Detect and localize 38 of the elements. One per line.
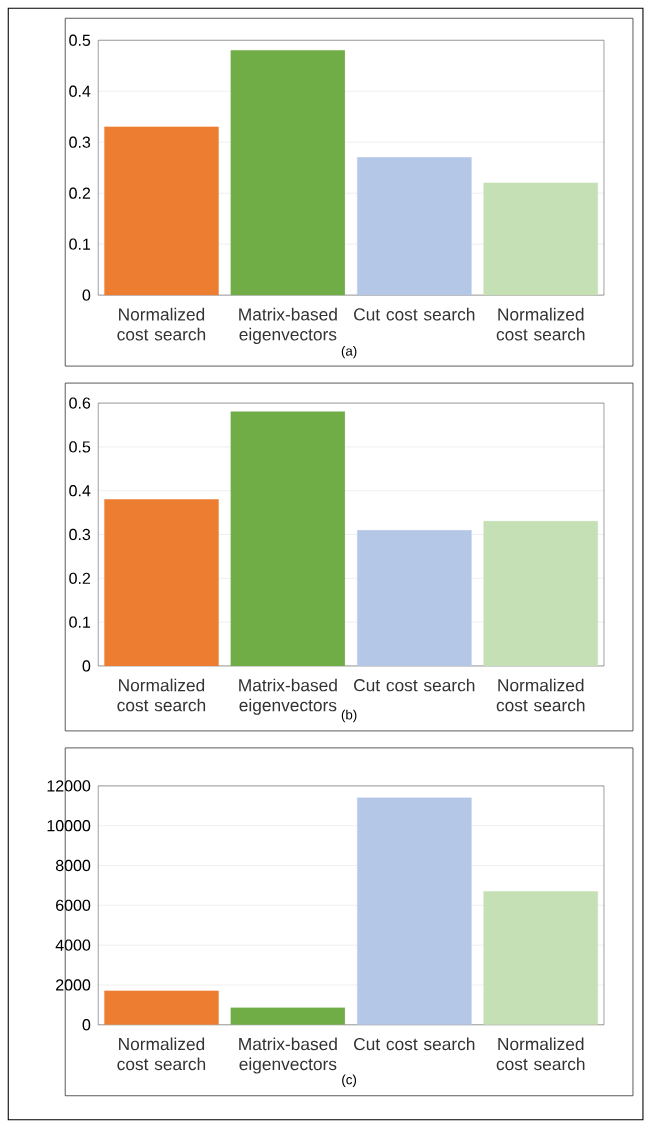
y-tick-label: 12000 bbox=[47, 780, 91, 792]
x-tick-label: Cut cost search bbox=[353, 307, 475, 321]
y-tick-label: 0.1 bbox=[69, 616, 90, 628]
bar bbox=[230, 50, 346, 296]
y-tick-label: 0.5 bbox=[69, 34, 91, 46]
x-tick-label: Normalized cost search bbox=[117, 678, 205, 712]
y-tick-label: 0 bbox=[82, 1019, 91, 1031]
y-tick-label: 6000 bbox=[55, 899, 91, 911]
x-tick-label: Normalized cost search bbox=[117, 307, 205, 341]
y-tick-label: 4000 bbox=[55, 939, 91, 951]
text: (a) bbox=[341, 345, 357, 359]
y-tick-label: 0.2 bbox=[69, 187, 90, 199]
y-tick-label: 0 bbox=[82, 660, 91, 672]
y-tick-label: 0.6 bbox=[69, 397, 91, 409]
y-tick-label: 0.4 bbox=[69, 85, 91, 97]
bar bbox=[230, 411, 346, 666]
x-tick-label: Matrix-based eigenvectors bbox=[239, 307, 337, 344]
bar bbox=[230, 1007, 346, 1025]
x-tick-label: Cut cost search bbox=[353, 1037, 475, 1051]
x-tick-label: Normalized cost search bbox=[496, 1037, 585, 1071]
x-tick-label: Normalized cost search bbox=[496, 307, 585, 341]
x-tick-label: Matrix-based eigenvectors bbox=[239, 1037, 337, 1074]
y-tick-label: 2000 bbox=[55, 979, 91, 991]
y-tick-label: 0.3 bbox=[69, 136, 91, 148]
y-tick-label: 0.2 bbox=[69, 572, 90, 584]
y-tick-label: 0.3 bbox=[69, 528, 91, 541]
y-tick-label: 8000 bbox=[55, 859, 91, 872]
x-tick-label: Normalized cost search bbox=[496, 678, 585, 712]
x-tick-label: Matrix-based eigenvectors bbox=[239, 678, 337, 715]
y-tick-label: 10000 bbox=[47, 820, 91, 832]
y-tick-label: 0.4 bbox=[69, 485, 91, 497]
x-tick-label: Normalized cost search bbox=[117, 1037, 205, 1071]
x-tick-label: Cut cost search bbox=[353, 678, 475, 692]
y-tick-label: 0.1 bbox=[69, 238, 90, 250]
text: (b) bbox=[341, 709, 357, 723]
y-tick-label: 0 bbox=[82, 289, 91, 301]
text: (c) bbox=[342, 1074, 356, 1087]
y-tick-label: 0.5 bbox=[69, 441, 91, 453]
